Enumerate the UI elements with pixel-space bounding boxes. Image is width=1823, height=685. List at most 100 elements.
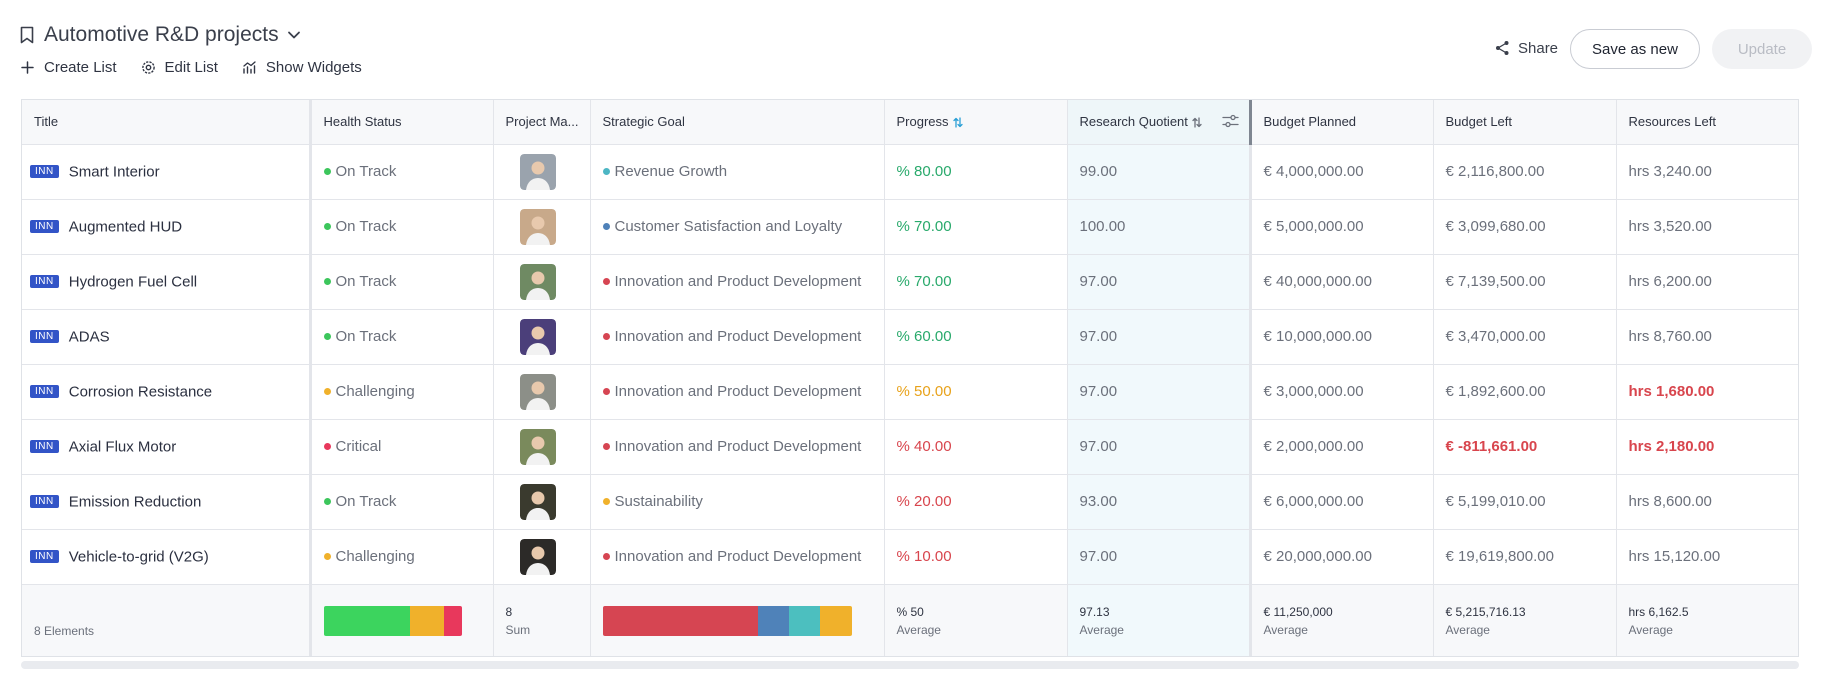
chevron-down-icon[interactable] [287,30,301,40]
cell-health-status[interactable]: On Track [308,254,494,310]
cell-title[interactable]: INN ADAS [22,309,311,365]
cell-progress[interactable]: % 70.00 [884,199,1068,255]
cell-budget-left[interactable]: € -811,661.00 [1433,419,1617,475]
project-title[interactable]: Hydrogen Fuel Cell [68,273,198,291]
sort-active-icon[interactable] [952,117,963,128]
cell-budget-planned[interactable]: € 40,000,000.00 [1250,254,1434,310]
avatar[interactable] [519,208,556,245]
column-header-research-quotient[interactable]: Research Quotient [1067,100,1252,145]
cell-budget-planned[interactable]: € 3,000,000.00 [1250,364,1434,420]
cell-budget-left[interactable]: € 5,199,010.00 [1433,474,1617,530]
cell-budget-planned[interactable]: € 5,000,000.00 [1250,199,1434,255]
cell-budget-left[interactable]: € 3,099,680.00 [1433,199,1617,255]
table-row[interactable]: INN Augmented HUD On Track Customer Satisfa… [22,199,1798,255]
cell-progress[interactable]: % 80.00 [884,144,1068,200]
cell-title[interactable]: INN Emission Reduction [22,474,311,530]
column-header-budget-planned[interactable]: Budget Planned [1250,100,1434,145]
column-header-strategic-goal[interactable]: Strategic Goal [590,100,885,145]
cell-health-status[interactable]: On Track [308,474,494,530]
cell-research-quotient[interactable]: 99.00 [1067,144,1252,200]
cell-resources-left[interactable]: hrs 8,600.00 [1616,474,1798,530]
cell-title[interactable]: INN Smart Interior [22,144,311,200]
project-title[interactable]: Corrosion Resistance [68,383,213,401]
sort-icon[interactable] [1192,117,1202,128]
project-title[interactable]: Smart Interior [68,163,160,181]
cell-strategic-goal[interactable]: Innovation and Product Development [590,529,885,585]
cell-progress[interactable]: % 50.00 [884,364,1068,420]
list-title-bar[interactable]: Automotive R&D projects [20,22,301,48]
cell-progress[interactable]: % 60.00 [884,309,1068,365]
column-header-health-status[interactable]: Health Status [308,100,494,145]
table-row[interactable]: INN Emission Reduction On Track Sustainabil… [22,474,1798,530]
cell-budget-planned[interactable]: € 4,000,000.00 [1250,144,1434,200]
share-button[interactable]: Share [1495,38,1558,58]
cell-budget-planned[interactable]: € 6,000,000.00 [1250,474,1434,530]
project-title[interactable]: Augmented HUD [68,218,183,236]
table-row[interactable]: INN Corrosion Resistance Challenging Innova… [22,364,1798,420]
cell-budget-left[interactable]: € 2,116,800.00 [1433,144,1617,200]
cell-health-status[interactable]: Critical [308,419,494,475]
cell-budget-planned[interactable]: € 10,000,000.00 [1250,309,1434,365]
cell-budget-left[interactable]: € 1,892,600.00 [1433,364,1617,420]
cell-research-quotient[interactable]: 97.00 [1067,419,1252,475]
edit-list-button[interactable]: Edit List [141,59,218,76]
cell-project-manager[interactable] [493,419,591,475]
cell-health-status[interactable]: Challenging [308,364,494,420]
cell-budget-left[interactable]: € 19,619,800.00 [1433,529,1617,585]
table-row[interactable]: INN Vehicle-to-grid (V2G) Challenging Innov… [22,529,1798,585]
cell-project-manager[interactable] [493,529,591,585]
cell-budget-planned[interactable]: € 20,000,000.00 [1250,529,1434,585]
cell-research-quotient[interactable]: 93.00 [1067,474,1252,530]
horizontal-scrollbar[interactable] [21,661,1799,669]
cell-strategic-goal[interactable]: Innovation and Product Development [590,419,885,475]
cell-resources-left[interactable]: hrs 3,240.00 [1616,144,1798,200]
cell-title[interactable]: INN Axial Flux Motor [22,419,311,475]
cell-progress[interactable]: % 70.00 [884,254,1068,310]
cell-health-status[interactable]: Challenging [308,529,494,585]
cell-resources-left[interactable]: hrs 2,180.00 [1616,419,1798,475]
cell-title[interactable]: INN Vehicle-to-grid (V2G) [22,529,311,585]
avatar[interactable] [519,538,556,575]
cell-strategic-goal[interactable]: Revenue Growth [590,144,885,200]
column-header-budget-left[interactable]: Budget Left [1433,100,1617,145]
create-list-button[interactable]: Create List [20,59,117,76]
table-row[interactable]: INN Axial Flux Motor Critical Innovation an… [22,419,1798,475]
cell-progress[interactable]: % 40.00 [884,419,1068,475]
cell-project-manager[interactable] [493,254,591,310]
cell-resources-left[interactable]: hrs 15,120.00 [1616,529,1798,585]
avatar[interactable] [519,373,556,410]
cell-health-status[interactable]: On Track [308,199,494,255]
cell-project-manager[interactable] [493,144,591,200]
avatar[interactable] [519,263,556,300]
cell-title[interactable]: INN Corrosion Resistance [22,364,311,420]
cell-research-quotient[interactable]: 97.00 [1067,254,1252,310]
cell-title[interactable]: INN Augmented HUD [22,199,311,255]
save-as-new-button[interactable]: Save as new [1570,29,1700,69]
cell-progress[interactable]: % 10.00 [884,529,1068,585]
cell-strategic-goal[interactable]: Customer Satisfaction and Loyalty [590,199,885,255]
table-row[interactable]: INN ADAS On Track Innovation and Product De… [22,309,1798,365]
cell-resources-left[interactable]: hrs 8,760.00 [1616,309,1798,365]
cell-strategic-goal[interactable]: Innovation and Product Development [590,309,885,365]
cell-research-quotient[interactable]: 97.00 [1067,309,1252,365]
avatar[interactable] [519,483,556,520]
project-title[interactable]: Emission Reduction [68,493,202,511]
cell-resources-left[interactable]: hrs 6,200.00 [1616,254,1798,310]
column-header-resources-left[interactable]: Resources Left [1616,100,1798,145]
cell-health-status[interactable]: On Track [308,144,494,200]
cell-resources-left[interactable]: hrs 3,520.00 [1616,199,1798,255]
cell-research-quotient[interactable]: 100.00 [1067,199,1252,255]
cell-strategic-goal[interactable]: Innovation and Product Development [590,364,885,420]
column-header-title[interactable]: Title [22,100,311,145]
cell-strategic-goal[interactable]: Innovation and Product Development [590,254,885,310]
project-title[interactable]: Vehicle-to-grid (V2G) [68,548,209,566]
cell-project-manager[interactable] [493,199,591,255]
cell-research-quotient[interactable]: 97.00 [1067,529,1252,585]
cell-health-status[interactable]: On Track [308,309,494,365]
project-title[interactable]: ADAS [68,328,110,346]
update-button[interactable]: Update [1712,29,1812,69]
cell-project-manager[interactable] [493,474,591,530]
cell-strategic-goal[interactable]: Sustainability [590,474,885,530]
cell-research-quotient[interactable]: 97.00 [1067,364,1252,420]
cell-project-manager[interactable] [493,364,591,420]
